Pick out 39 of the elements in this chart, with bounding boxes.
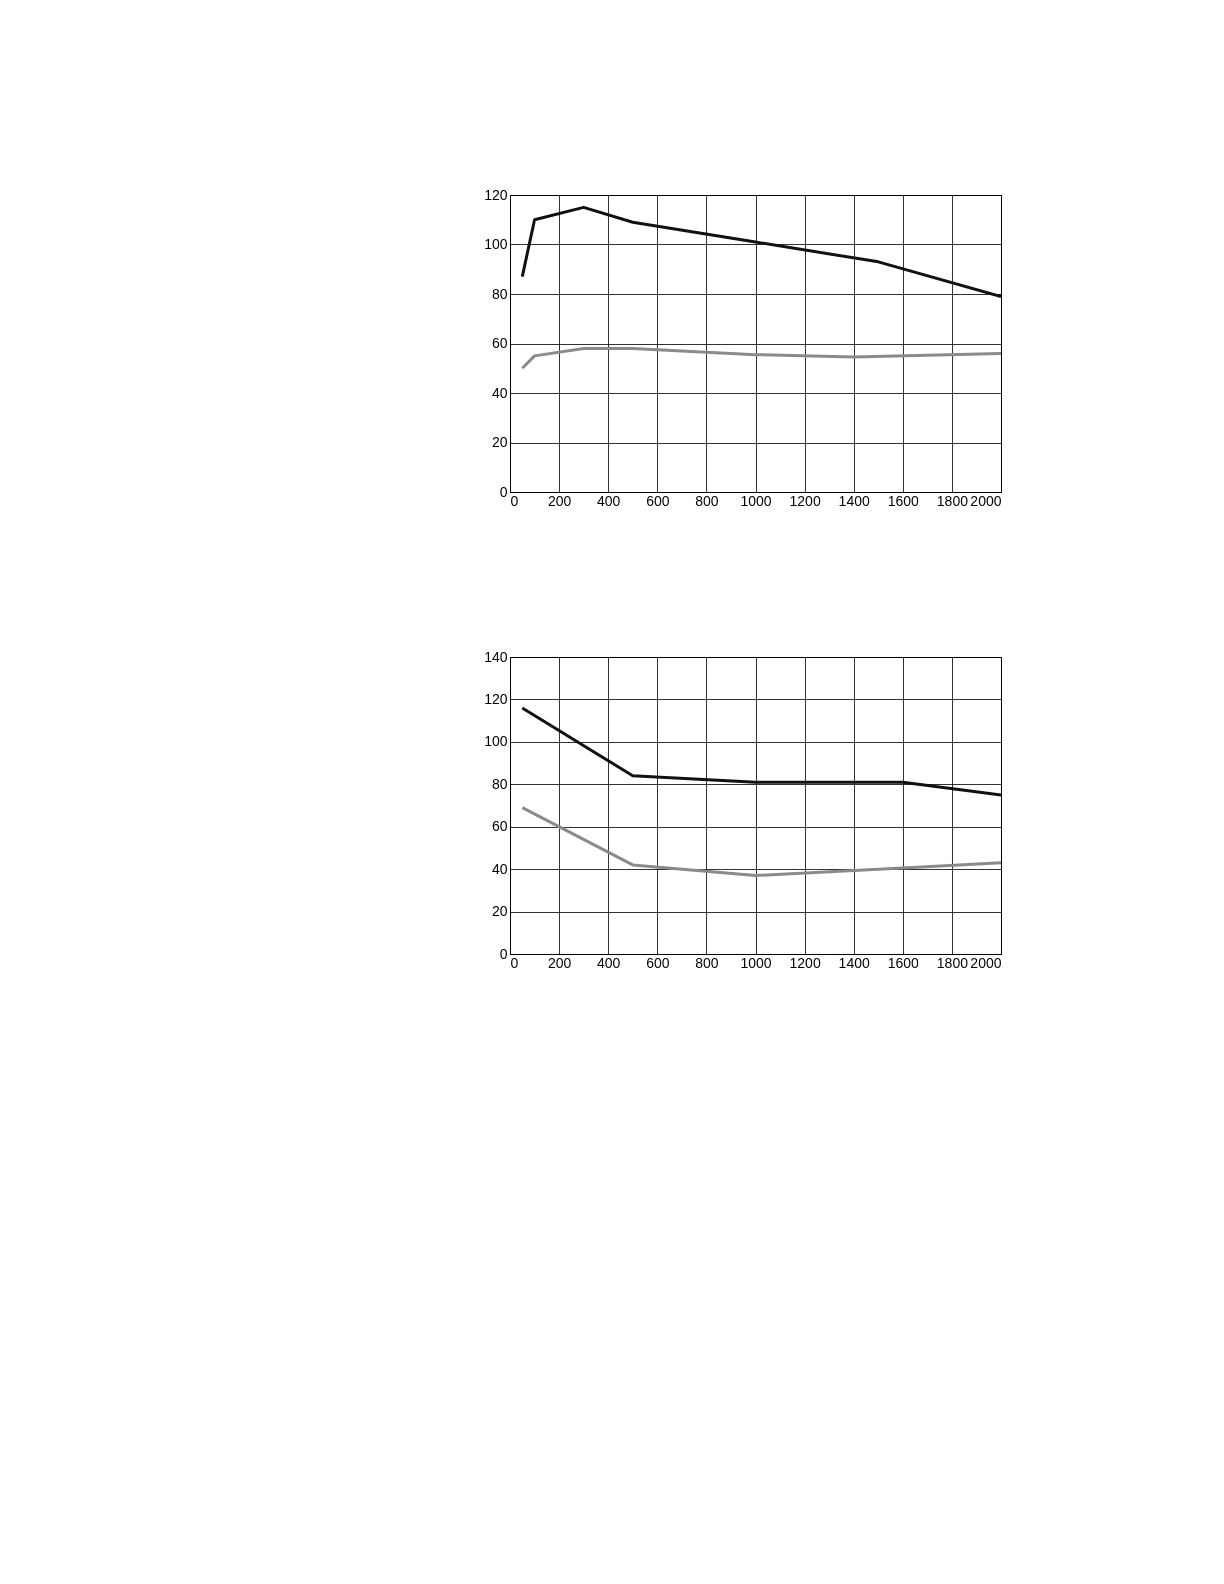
- x-tick-label: 1400: [838, 492, 870, 509]
- x-tick-label: 1600: [887, 492, 920, 509]
- x-tick-label: 1600: [887, 954, 920, 971]
- x-tick-label: 800: [695, 954, 719, 971]
- line-series: [520, 806, 1001, 878]
- y-tick-label: 60: [491, 335, 508, 351]
- x-tick-label: 0: [510, 954, 519, 971]
- x-tick-label: 1200: [789, 954, 821, 971]
- line-series: [520, 205, 1001, 298]
- y-tick-label: 100: [484, 236, 508, 252]
- line-series: [520, 706, 1001, 797]
- y-tick-label: 120: [484, 690, 508, 707]
- x-tick-label: 600: [646, 492, 670, 509]
- x-tick-label: 1400: [838, 954, 870, 971]
- x-tick-label: 200: [547, 954, 572, 971]
- y-tick-label: 140: [484, 648, 508, 665]
- y-tick-label: 100: [484, 733, 508, 750]
- x-tick-label: 800: [695, 492, 719, 509]
- x-tick-label: 1800: [936, 492, 969, 509]
- x-tick-label: 1000: [740, 954, 772, 971]
- line-series: [520, 346, 1001, 370]
- y-tick-label: 40: [491, 384, 508, 401]
- y-tick-label: 40: [491, 860, 508, 877]
- x-tick-label: 2000: [970, 954, 1002, 971]
- y-tick-label: 60: [491, 818, 508, 835]
- x-tick-label: 400: [597, 492, 621, 509]
- x-tick-label: 1200: [789, 492, 821, 509]
- x-tick-label: 600: [646, 954, 670, 971]
- y-tick-label: 20: [491, 903, 508, 920]
- x-tick-label: 1800: [936, 954, 969, 971]
- y-tick-label: 120: [484, 186, 508, 203]
- y-tick-label: 80: [491, 775, 508, 792]
- y-tick-label: 80: [491, 285, 508, 302]
- x-tick-label: 0: [510, 492, 519, 509]
- x-tick-label: 200: [547, 492, 572, 509]
- x-tick-label: 2000: [970, 492, 1002, 509]
- x-tick-label: 400: [597, 954, 621, 971]
- y-tick-label: 20: [491, 434, 508, 450]
- x-tick-label: 1000: [740, 492, 772, 509]
